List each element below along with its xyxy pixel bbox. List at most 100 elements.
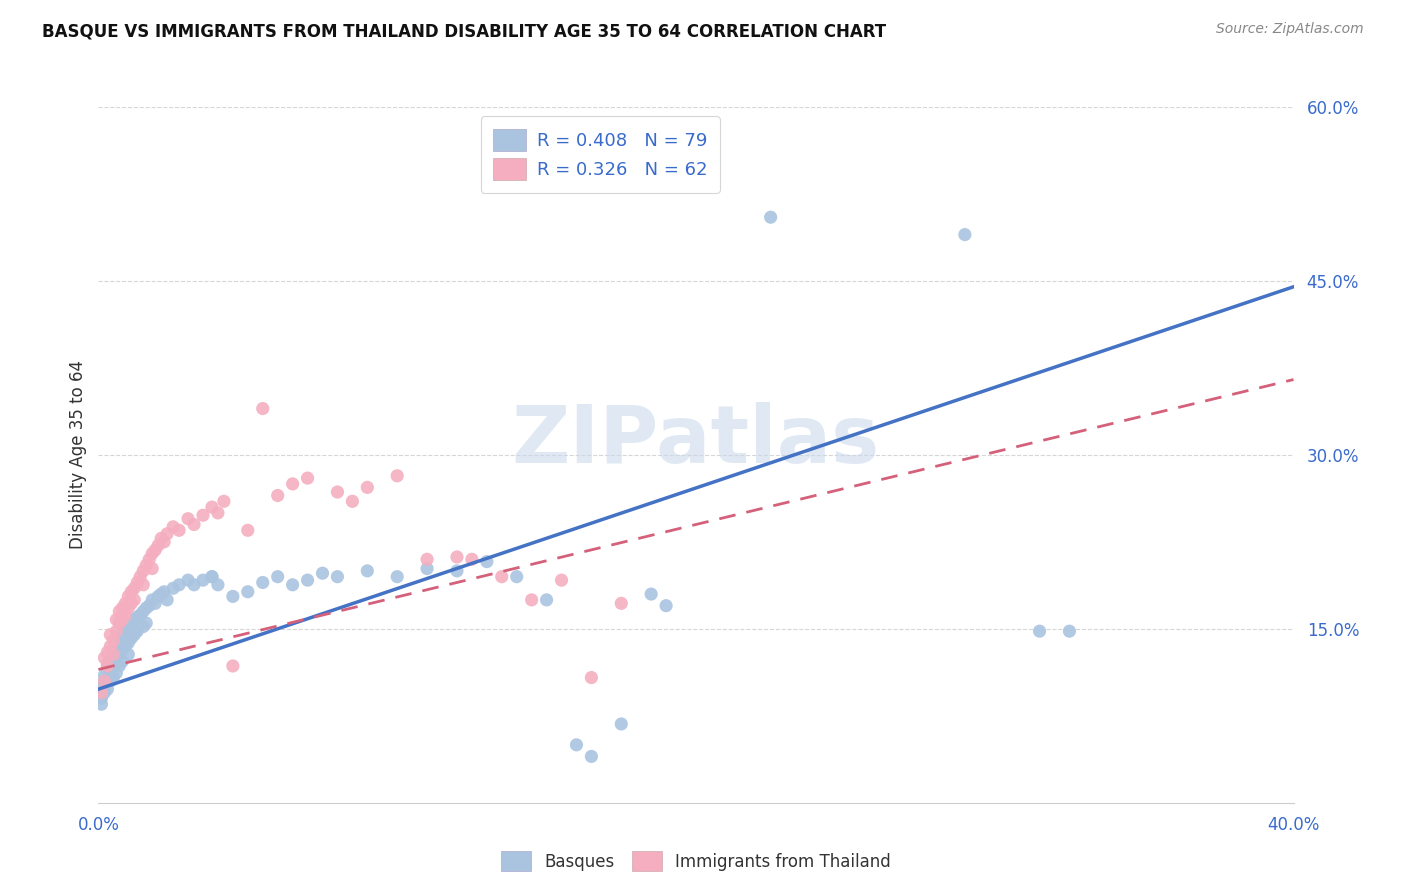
Point	[356, 480, 378, 494]
Point	[132, 619, 155, 633]
Point	[491, 569, 513, 583]
Point	[114, 639, 136, 653]
Text: BASQUE VS IMMIGRANTS FROM THAILAND DISABILITY AGE 35 TO 64 CORRELATION CHART: BASQUE VS IMMIGRANTS FROM THAILAND DISAB…	[42, 22, 886, 40]
Point	[105, 613, 128, 627]
Point	[655, 599, 678, 613]
Text: Source: ZipAtlas.com: Source: ZipAtlas.com	[1216, 22, 1364, 37]
Point	[565, 738, 588, 752]
Point	[311, 566, 333, 581]
Point	[103, 645, 125, 659]
Point	[105, 639, 128, 653]
Point	[236, 584, 259, 599]
Point	[111, 613, 134, 627]
Point	[143, 543, 166, 558]
Point	[153, 584, 176, 599]
Point	[105, 624, 128, 639]
Point	[108, 659, 131, 673]
Point	[93, 668, 115, 682]
Point	[297, 471, 319, 485]
Point	[93, 685, 115, 699]
Point	[281, 578, 304, 592]
Point	[356, 564, 378, 578]
Point	[148, 590, 170, 604]
Point	[103, 659, 125, 673]
Point	[117, 601, 139, 615]
Point	[96, 645, 118, 659]
Point	[446, 564, 468, 578]
Point	[162, 520, 184, 534]
Point	[191, 573, 214, 587]
Point	[191, 508, 214, 523]
Point	[252, 401, 274, 416]
Point	[90, 680, 112, 694]
Point	[90, 685, 112, 699]
Point	[446, 549, 468, 564]
Point	[98, 662, 122, 676]
Point	[141, 561, 163, 575]
Point	[127, 575, 149, 590]
Point	[953, 227, 976, 242]
Point	[98, 639, 122, 653]
Point	[475, 555, 498, 569]
Point	[120, 631, 142, 645]
Point	[132, 564, 155, 578]
Point	[759, 210, 782, 224]
Point	[105, 665, 128, 680]
Point	[111, 642, 134, 657]
Point	[297, 573, 319, 587]
Point	[114, 596, 136, 610]
Point	[114, 624, 136, 639]
Point	[103, 671, 125, 685]
Point	[610, 596, 633, 610]
Point	[252, 575, 274, 590]
Point	[212, 494, 235, 508]
Point	[129, 607, 152, 622]
Point	[506, 569, 529, 583]
Point	[581, 749, 603, 764]
Point	[132, 605, 155, 619]
Point	[150, 532, 173, 546]
Point	[90, 691, 112, 706]
Point	[103, 633, 125, 648]
Point	[326, 485, 349, 500]
Point	[201, 500, 224, 514]
Point	[103, 648, 125, 662]
Legend: Basques, Immigrants from Thailand: Basques, Immigrants from Thailand	[495, 845, 897, 878]
Point	[640, 587, 662, 601]
Point	[207, 578, 229, 592]
Point	[183, 578, 205, 592]
Point	[138, 599, 160, 613]
Point	[120, 596, 142, 610]
Point	[141, 592, 163, 607]
Point	[129, 569, 152, 583]
Point	[416, 552, 439, 566]
Point	[138, 552, 160, 566]
Point	[120, 584, 142, 599]
Point	[127, 610, 149, 624]
Y-axis label: Disability Age 35 to 64: Disability Age 35 to 64	[69, 360, 87, 549]
Point	[111, 628, 134, 642]
Point	[93, 674, 115, 689]
Point	[416, 561, 439, 575]
Point	[267, 569, 290, 583]
Point	[141, 546, 163, 561]
Point	[536, 592, 558, 607]
Point	[222, 659, 245, 673]
Point	[267, 489, 290, 503]
Point	[120, 615, 142, 630]
Point	[167, 523, 190, 537]
Point	[153, 534, 176, 549]
Point	[148, 538, 170, 552]
Point	[461, 552, 484, 566]
Point	[162, 582, 184, 596]
Point	[150, 587, 173, 601]
Point	[117, 590, 139, 604]
Point	[201, 569, 224, 583]
Point	[143, 596, 166, 610]
Point	[222, 590, 245, 604]
Point	[281, 476, 304, 491]
Point	[93, 674, 115, 689]
Point	[108, 605, 131, 619]
Point	[1028, 624, 1050, 639]
Point	[96, 671, 118, 685]
